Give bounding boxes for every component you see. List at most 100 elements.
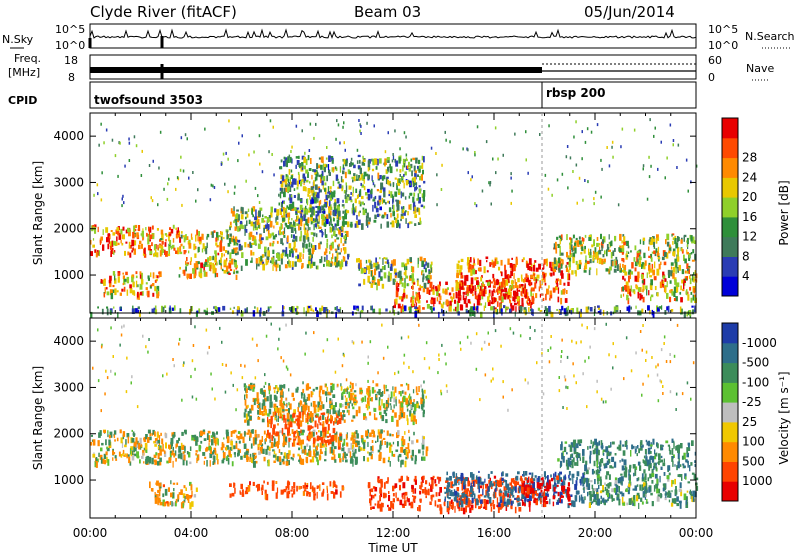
heatmap-cell (519, 484, 523, 489)
heatmap-cell (622, 286, 625, 292)
heatmap-cell (379, 445, 382, 450)
heatmap-cell (391, 450, 393, 457)
heatmap-cell (429, 275, 432, 280)
heatmap-cell (280, 238, 283, 244)
heatmap-cell (365, 430, 368, 436)
heatmap-cell (358, 406, 361, 414)
heatmap-cell (477, 286, 480, 290)
heatmap-cell (414, 170, 417, 174)
heatmap-cell (495, 483, 497, 489)
heatmap-cell (162, 493, 165, 498)
heatmap-cell (342, 255, 345, 260)
heatmap-cell (334, 459, 337, 463)
heatmap-cell (435, 492, 438, 497)
heatmap-cell (110, 250, 112, 257)
heatmap-cell (575, 270, 577, 277)
heatmap-cell (322, 435, 325, 439)
heatmap-cell (527, 296, 530, 302)
heatmap-cell (393, 404, 395, 409)
heatmap-cell (614, 259, 616, 266)
heatmap-cell (262, 261, 265, 266)
heatmap-cell (533, 275, 535, 281)
heatmap-cell (467, 481, 469, 487)
nsky-label: N.Sky (2, 33, 34, 46)
heatmap-cell (90, 251, 93, 256)
heatmap-cell (335, 167, 338, 171)
heatmap-cell (394, 483, 398, 488)
heatmap-cell (314, 412, 317, 415)
heatmap-cell (378, 308, 381, 315)
heatmap-cell (402, 492, 406, 496)
heatmap-cell (256, 398, 260, 405)
heatmap-cell (129, 461, 132, 466)
heatmap-cell (273, 443, 276, 447)
heatmap-cell (419, 490, 422, 495)
heatmap-cell (412, 181, 415, 188)
colorbar-swatch (722, 236, 738, 257)
heatmap-cell (646, 289, 648, 296)
heatmap-cell (369, 263, 373, 269)
heatmap-cell (430, 264, 432, 269)
heatmap-cell (120, 239, 122, 244)
heatmap-cell (451, 297, 454, 303)
heatmap-cell (268, 432, 271, 439)
heatmap-cell (112, 271, 116, 276)
heatmap-cell (675, 267, 677, 274)
heatmap-cell (369, 489, 371, 497)
heatmap-cell (312, 218, 315, 221)
heatmap-cell (429, 281, 433, 289)
heatmap-cell (578, 264, 581, 269)
heatmap-cell (352, 406, 355, 410)
heatmap-cell (609, 266, 612, 271)
heatmap-cell (230, 440, 233, 446)
heatmap-cell (384, 202, 387, 205)
heatmap-cell (273, 225, 275, 229)
heatmap-cell (568, 261, 571, 268)
heatmap-cell (292, 412, 296, 418)
heatmap-cell (273, 394, 277, 400)
heatmap-cell (107, 430, 109, 434)
heatmap-cell (153, 244, 157, 251)
heatmap-cell (357, 440, 360, 446)
heatmap-cell (257, 409, 260, 415)
heatmap-cell (384, 158, 387, 165)
heatmap-cell (361, 195, 364, 200)
heatmap-cell (657, 307, 660, 312)
heatmap-cell (434, 286, 438, 289)
heatmap-cell (304, 402, 307, 409)
heatmap-cell (112, 289, 115, 293)
heatmap-cell (333, 190, 336, 194)
heatmap-cell (584, 265, 586, 271)
heatmap-cell (113, 434, 116, 439)
heatmap-cell (152, 429, 155, 435)
heatmap-cell (395, 217, 398, 224)
heatmap-cell (377, 213, 380, 218)
heatmap-cell (323, 251, 327, 256)
heatmap-cell (687, 268, 690, 274)
heatmap-cell (401, 459, 404, 465)
heatmap-cell (164, 242, 167, 247)
heatmap-cell (341, 179, 344, 183)
heatmap-cell (295, 418, 298, 422)
heatmap-cell (373, 281, 376, 285)
heatmap-cell (417, 263, 419, 268)
heatmap-cell (392, 498, 395, 503)
heatmap-cell (587, 180, 589, 184)
heatmap-cell (548, 124, 550, 128)
heatmap-cell (356, 433, 359, 439)
heatmap-cell (402, 439, 406, 446)
heatmap-cell (345, 182, 347, 186)
heatmap-cell (676, 166, 678, 169)
heatmap-cell (229, 226, 231, 231)
heatmap-cell (171, 432, 175, 437)
heatmap-cell (340, 414, 342, 419)
heatmap-cell (283, 434, 285, 441)
heatmap-cell (186, 273, 190, 279)
heatmap-cell (509, 292, 512, 299)
heatmap-cell (378, 405, 382, 411)
heatmap-cell (151, 199, 154, 203)
heatmap-cell (456, 487, 460, 492)
nsky-right-tick-top: 10^5 (708, 23, 738, 36)
heatmap-cell (252, 214, 254, 218)
heatmap-cell (343, 141, 345, 145)
